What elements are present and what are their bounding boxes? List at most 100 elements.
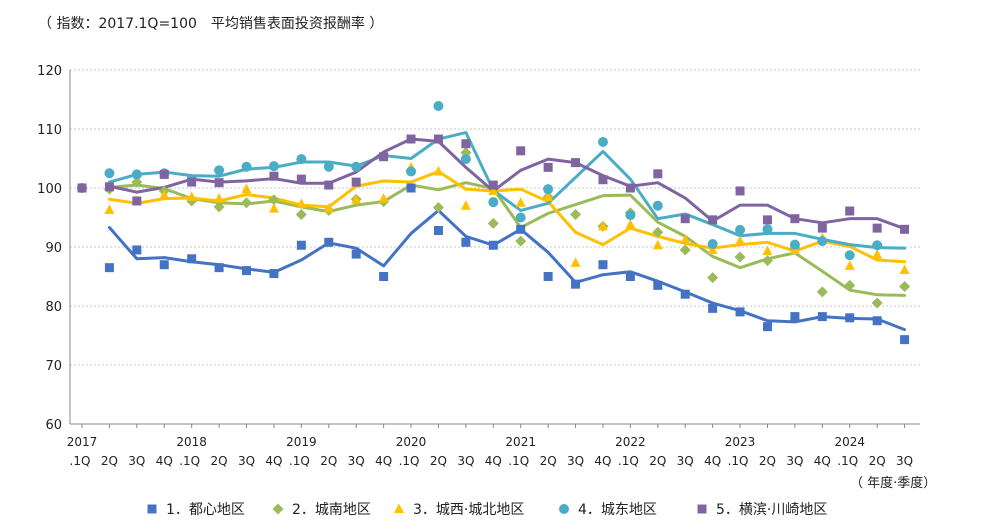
trend-lines <box>107 131 907 332</box>
data-point-series-5 <box>488 180 498 190</box>
data-point-series-2 <box>131 176 143 188</box>
data-point-series-5 <box>77 183 87 193</box>
data-point-series-1 <box>406 183 416 193</box>
data-point-series-5 <box>817 223 827 233</box>
trend-line-series-3 <box>107 169 907 264</box>
legend-marker-series-1 <box>147 504 157 514</box>
data-point-series-4 <box>433 100 444 111</box>
legend-marker-series-5 <box>697 504 707 514</box>
data-point-series-3 <box>186 191 197 201</box>
x-tick-label: 4Q <box>814 454 831 468</box>
x-tick-label: 2Q <box>869 454 886 468</box>
data-point-series-4 <box>515 212 526 223</box>
data-point-series-3 <box>570 257 581 267</box>
data-point-series-1 <box>269 269 279 279</box>
x-tick-label: 3Q <box>457 454 474 468</box>
data-point-series-3 <box>488 185 499 195</box>
trend-line-series-1 <box>107 208 907 332</box>
data-point-series-2 <box>515 235 527 247</box>
legend-marker-series-2 <box>272 503 284 515</box>
data-point-series-3 <box>625 219 636 229</box>
data-point-series-5 <box>543 162 553 172</box>
x-axis-ticks: .1Q 2Q 3Q 4Q .1Q 2Q 3Q 4Q .1Q 2Q 3Q 4Q .1Q 2Q 3Q 4Q .1Q 2… <box>67 424 913 468</box>
data-point-series-4 <box>351 161 362 172</box>
legend-label-series-1: 1．都心地区 <box>166 502 245 518</box>
data-point-series-5 <box>653 169 663 179</box>
x-tick-label: .1Q <box>618 454 639 468</box>
chart-note: （ 指数：2017.1Q=100 平均销售表面投资报酬率 ） <box>38 15 383 32</box>
x-tick-label: 4Q <box>375 454 392 468</box>
legend-label-series-3: 3．城西·城北地区 <box>413 502 524 518</box>
x-axis-unit-label: （ 年度·季度） <box>850 475 936 491</box>
trend-line-series-4 <box>107 131 907 250</box>
data-point-series-1 <box>132 245 142 255</box>
data-point-series-5 <box>790 214 800 224</box>
x-tick-label: 3Q <box>567 454 584 468</box>
data-point-series-1 <box>324 237 334 247</box>
data-point-series-2 <box>899 281 911 293</box>
x-tick-label: 3Q <box>896 454 913 468</box>
y-tick-label: 90 <box>45 241 62 256</box>
data-point-series-3 <box>515 197 526 207</box>
data-point-series-5 <box>351 177 361 187</box>
data-point-series-2 <box>679 244 691 256</box>
data-point-series-4 <box>652 200 663 211</box>
x-tick-label: 4Q <box>594 454 611 468</box>
data-point-series-2 <box>432 201 444 213</box>
data-point-series-5 <box>406 134 416 144</box>
data-point-series-1 <box>187 254 197 264</box>
data-point-series-4 <box>817 236 828 247</box>
data-point-series-3 <box>433 165 444 176</box>
data-point-series-2 <box>734 251 746 263</box>
data-point-series-3 <box>323 203 334 213</box>
x-tick-label: .1Q <box>837 454 858 468</box>
data-point-series-3 <box>735 235 746 246</box>
data-point-series-5 <box>379 152 389 162</box>
y-tick-label: 80 <box>45 300 62 315</box>
data-point-series-4 <box>488 197 499 208</box>
data-point-series-1 <box>516 224 526 234</box>
data-point-series-5 <box>132 196 142 206</box>
data-point-series-3 <box>762 245 773 256</box>
y-tick-label: 70 <box>45 359 62 374</box>
x-tick-label: 4Q <box>265 454 282 468</box>
data-point-series-4 <box>214 165 225 176</box>
data-point-series-4 <box>735 224 746 235</box>
x-tick-label: 2Q <box>211 454 228 468</box>
data-point-series-5 <box>187 177 197 187</box>
data-point-series-3 <box>159 189 170 200</box>
data-point-series-3 <box>460 200 471 210</box>
x-year-label: 2024 <box>834 435 865 449</box>
data-point-series-5 <box>708 215 718 225</box>
data-point-series-2 <box>241 197 253 209</box>
data-point-series-4 <box>406 166 417 177</box>
x-year-label: 2017 <box>67 435 98 449</box>
x-tick-label: 2Q <box>540 454 557 468</box>
x-year-label: 2019 <box>286 435 317 449</box>
data-point-series-5 <box>516 146 526 156</box>
data-point-series-5 <box>269 171 279 181</box>
data-point-series-5 <box>159 169 169 179</box>
data-point-series-2 <box>816 286 828 298</box>
data-point-series-5 <box>296 174 306 184</box>
data-point-series-3 <box>899 264 910 275</box>
x-tick-label: 4Q <box>485 454 502 468</box>
data-point-series-4 <box>872 240 883 251</box>
y-tick-label: 100 <box>37 182 62 197</box>
data-point-series-3 <box>241 183 252 194</box>
data-point-series-5 <box>104 182 114 192</box>
data-point-series-1 <box>543 272 553 281</box>
data-point-series-5 <box>461 139 471 149</box>
data-point-series-3 <box>296 198 307 208</box>
data-point-series-3 <box>597 220 608 231</box>
data-point-series-1 <box>433 225 443 235</box>
data-point-series-1 <box>461 237 471 247</box>
data-point-series-5 <box>214 178 224 188</box>
data-point-series-3 <box>872 249 883 259</box>
data-point-series-4 <box>323 161 334 172</box>
data-point-series-3 <box>214 193 225 203</box>
x-tick-label: 3Q <box>677 454 694 468</box>
data-point-series-2 <box>268 194 280 206</box>
